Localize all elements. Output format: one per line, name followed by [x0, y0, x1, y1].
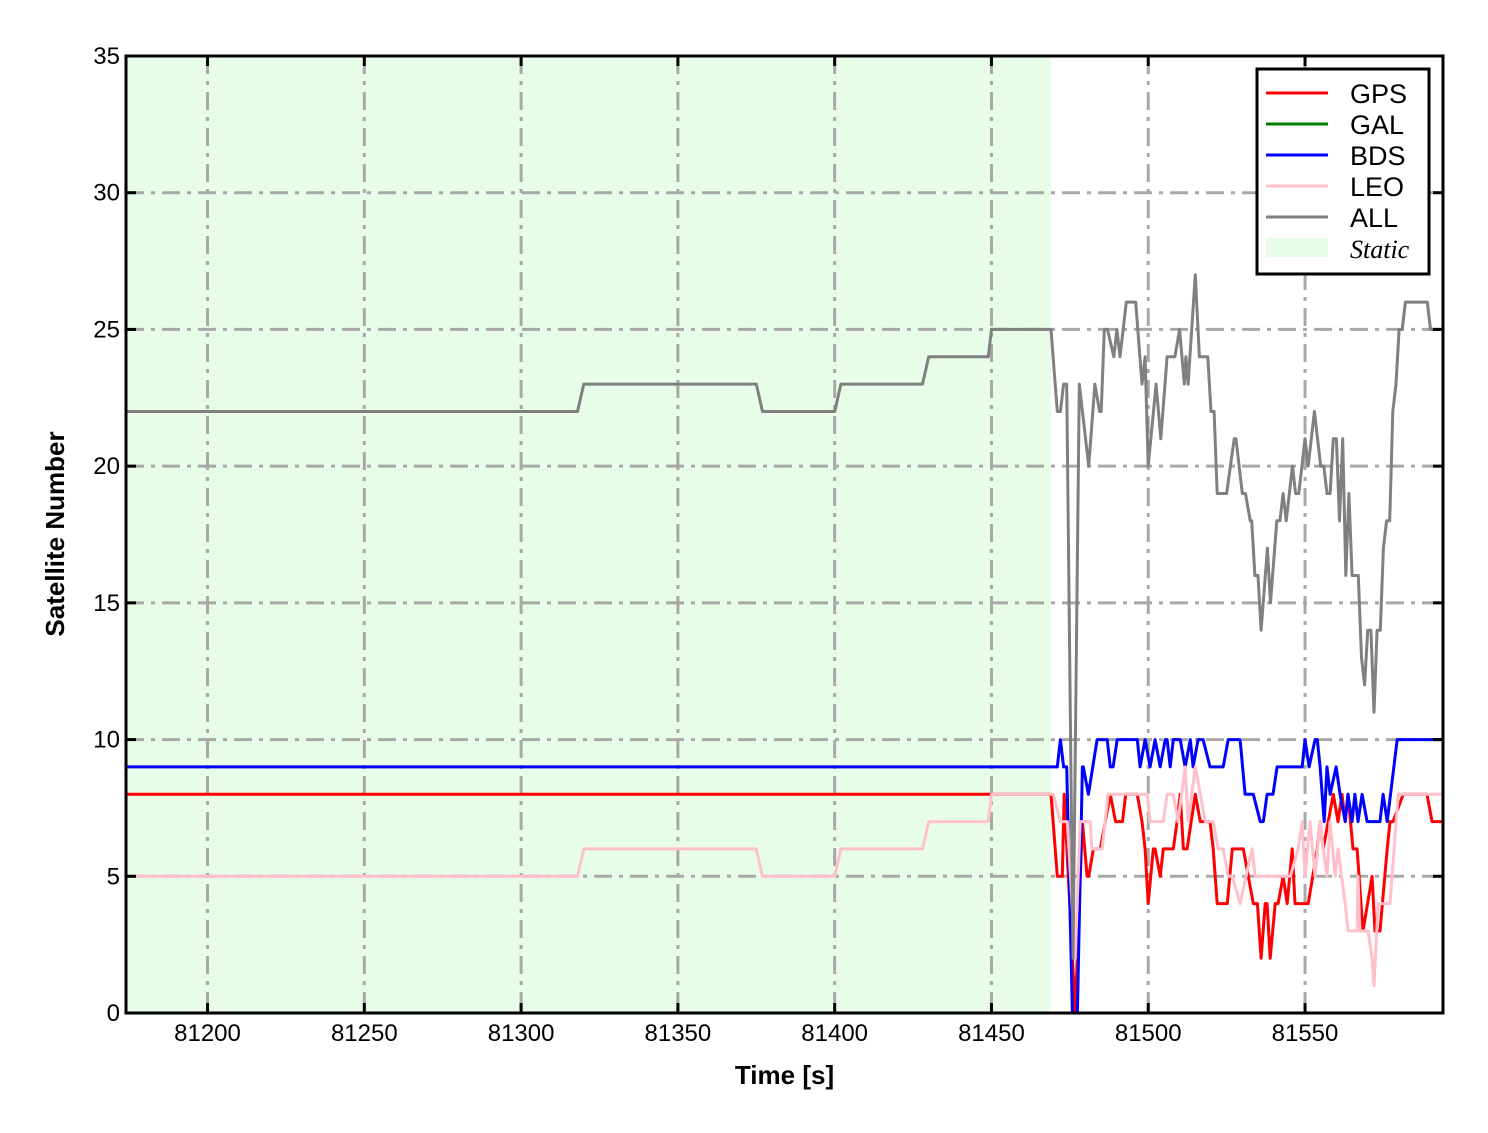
legend-label-static: Static — [1350, 235, 1410, 264]
y-tick-label: 25 — [93, 316, 120, 343]
x-tick-label: 81550 — [1272, 1020, 1339, 1047]
legend-label-gps: GPS — [1350, 79, 1407, 109]
y-axis-label: Satellite Number — [40, 431, 70, 636]
series-line-leo — [126, 765, 1443, 988]
x-axis-label: Time [s] — [735, 1060, 834, 1090]
y-tick-label: 35 — [93, 43, 120, 70]
x-tick-label: 81500 — [1115, 1020, 1182, 1047]
y-tick-label: 5 — [107, 863, 120, 890]
x-tick-label: 81200 — [174, 1020, 241, 1047]
legend-swatch-static — [1266, 238, 1328, 257]
y-tick-label: 10 — [93, 727, 120, 754]
x-tick-label: 81450 — [958, 1020, 1025, 1047]
series-line-all — [126, 273, 1443, 960]
x-tick-label: 81250 — [331, 1020, 398, 1047]
y-tick-label: 20 — [93, 453, 120, 480]
x-tick-label: 81350 — [645, 1020, 712, 1047]
legend-label-leo: LEO — [1350, 172, 1404, 202]
y-tick-label: 15 — [93, 590, 120, 617]
y-tick-label: 30 — [93, 180, 120, 207]
legend-label-gal: GAL — [1350, 110, 1404, 140]
legend-label-all: ALL — [1350, 203, 1398, 233]
tick-layer: 81200 81250 81300 81350 81400 81450 81500 81550… — [93, 43, 1443, 1047]
static-region-layer — [126, 56, 1052, 1013]
series-line-bds — [126, 738, 1443, 1015]
series-line-gps — [126, 792, 1443, 1015]
plot-frame — [124, 54, 1445, 1015]
x-tick-label: 81300 — [488, 1020, 555, 1047]
grid-layer — [126, 56, 1443, 1013]
x-tick-label: 81400 — [801, 1020, 868, 1047]
legend-label-bds: BDS — [1350, 141, 1406, 171]
static-region — [126, 56, 1052, 1013]
y-tick-label: 0 — [107, 1000, 120, 1027]
